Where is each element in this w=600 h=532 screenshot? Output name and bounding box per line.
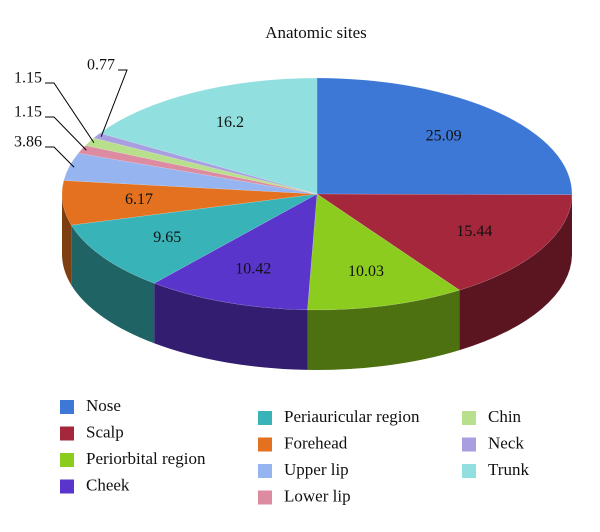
legend-label: Scalp — [86, 422, 124, 441]
legend-swatch — [60, 400, 74, 414]
value-label: 3.86 — [14, 134, 42, 151]
slice — [316, 77, 573, 196]
legend-label: Nose — [86, 396, 121, 415]
chart-title: Anatomic sites — [265, 23, 367, 42]
legend-swatch — [258, 437, 272, 452]
legend-label: Lower lip — [284, 486, 351, 505]
leader-line — [45, 82, 95, 144]
legend-swatch — [462, 411, 476, 425]
slice-side — [62, 194, 72, 286]
value-label: 6.17 — [125, 191, 153, 208]
value-label: 15.44 — [456, 223, 492, 240]
slice-side — [307, 290, 460, 370]
legend-label: Trunk — [488, 460, 529, 479]
legend: Nose Scalp Periorbital region Cheek Periauri… — [60, 396, 529, 505]
value-label: 10.03 — [348, 263, 384, 280]
legend-label: Cheek — [86, 475, 130, 494]
value-label: 1.15 — [14, 104, 42, 121]
value-label: 10.42 — [235, 261, 271, 278]
pie-tops — [61, 77, 573, 311]
pie-sides — [62, 194, 572, 370]
value-label: 1.15 — [14, 70, 42, 87]
legend-label: Neck — [488, 433, 524, 452]
slice-side — [154, 283, 308, 370]
value-labels: 25.09 15.44 10.03 10.42 9.65 6.17 3.86 1.15 1.15… — [14, 57, 492, 280]
legend-swatch — [258, 411, 272, 425]
legend-label: Periorbital region — [86, 449, 206, 468]
slice-side — [71, 225, 155, 344]
legend-label: Periauricular region — [284, 407, 420, 426]
slice — [61, 180, 318, 226]
slice — [63, 152, 318, 195]
slice — [77, 145, 318, 195]
legend-swatch — [258, 464, 272, 478]
value-label: 9.65 — [153, 229, 181, 246]
slice — [316, 193, 573, 291]
leader-line — [45, 146, 75, 168]
legend-swatch — [60, 426, 74, 441]
slice — [99, 77, 318, 195]
value-label: 25.09 — [426, 127, 462, 144]
slice — [93, 132, 318, 195]
value-label: 16.2 — [216, 114, 244, 131]
legend-swatch — [462, 437, 476, 452]
legend-label: Forehead — [284, 433, 348, 452]
legend-swatch — [60, 479, 74, 494]
leader-line — [100, 69, 128, 137]
slice — [70, 193, 318, 284]
leader-line — [45, 116, 87, 151]
slice-side — [459, 194, 572, 351]
legend-swatch — [258, 490, 272, 505]
slice — [153, 193, 318, 311]
legend-label: Upper lip — [284, 460, 349, 479]
legend-swatch — [462, 464, 476, 478]
legend-swatch — [60, 453, 74, 467]
slice — [307, 193, 461, 311]
legend-label: Chin — [488, 407, 522, 426]
slice — [84, 137, 318, 195]
value-label: 0.77 — [87, 57, 115, 74]
